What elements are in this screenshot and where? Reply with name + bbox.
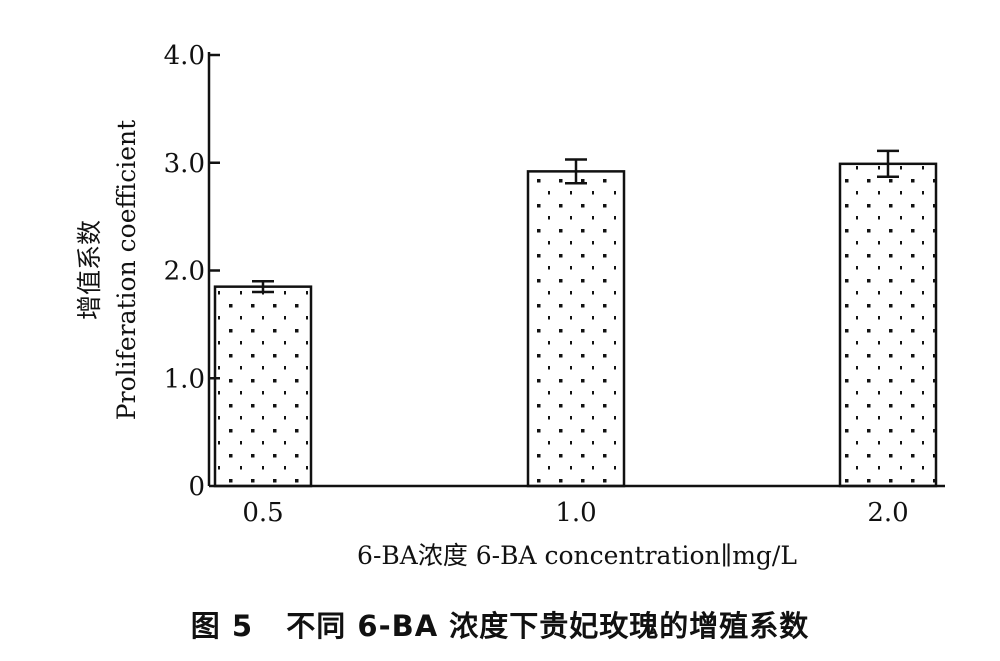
x-tick-label: 0.5 — [242, 498, 283, 528]
bar-1.0 — [526, 170, 626, 488]
error-bar-2.0 — [877, 149, 899, 179]
y-tick-label: 0 — [188, 472, 205, 502]
x-axis-title: 6-BA浓度 6-BA concentration∥mg/L — [357, 541, 797, 570]
x-tick-label: 1.0 — [555, 498, 596, 528]
y-tick-label: 3.0 — [164, 149, 205, 179]
y-tick-label: 4.0 — [164, 41, 205, 71]
y-tick-label: 2.0 — [164, 257, 205, 287]
error-bar-0.5 — [252, 280, 274, 294]
bar-2.0 — [838, 162, 938, 488]
figure-caption: 图 5 不同 6-BA 浓度下贵妃玫瑰的增殖系数 — [190, 609, 810, 643]
y-axis-title-en: Proliferation coefficient — [112, 120, 141, 420]
y-axis-title-cn: 增值系数 — [75, 220, 104, 320]
error-bar-1.0 — [565, 158, 587, 185]
y-tick-label: 1.0 — [164, 364, 205, 394]
bar-chart: 0 1.0 2.0 3.0 4.0 0.5 1.0 2.0 Proliferation co… — [75, 41, 945, 570]
x-tick-label: 2.0 — [867, 498, 908, 528]
chart-area: 0 1.0 2.0 3.0 4.0 0.5 1.0 2.0 Proliferation co… — [75, 41, 945, 570]
bar-0.5 — [213, 285, 313, 488]
